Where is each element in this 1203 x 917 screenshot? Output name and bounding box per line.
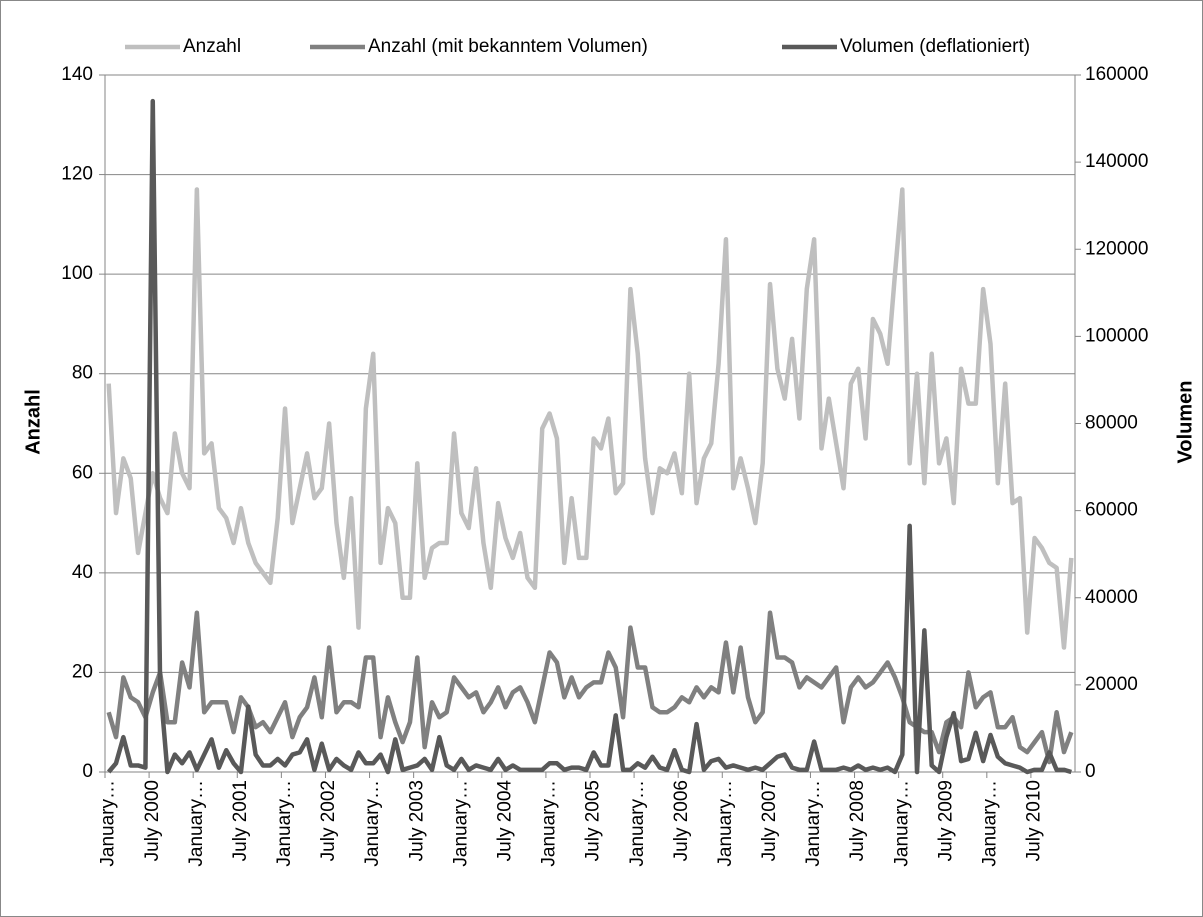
x-tick-label: January…	[891, 780, 912, 867]
x-tick-label: July 2009	[935, 780, 956, 861]
y2-tick-label: 100000	[1085, 325, 1148, 346]
y-tick-label: 60	[72, 462, 93, 483]
x-tick-label: January…	[715, 780, 736, 867]
x-tick-label: July 2002	[318, 780, 339, 861]
y2-axis-title: Volumen	[1174, 381, 1196, 464]
y-tick-label: 20	[72, 661, 93, 682]
x-tick-label: July 2008	[847, 780, 868, 861]
x-tick-label: January…	[274, 780, 295, 867]
y-tick-label: 0	[82, 761, 93, 782]
series-line	[106, 610, 1074, 765]
x-tick-label: July 2005	[583, 780, 604, 861]
y2-tick-label: 160000	[1085, 64, 1148, 85]
series-line	[106, 187, 1074, 650]
y2-tick-label: 140000	[1085, 151, 1148, 172]
x-tick-label: January…	[186, 780, 207, 867]
y-tick-label: 80	[72, 363, 93, 384]
y2-tick-label: 20000	[1085, 674, 1138, 695]
x-tick-label: January…	[627, 780, 648, 867]
x-tick-label: January…	[539, 780, 560, 867]
x-tick-label: July 2004	[495, 780, 516, 862]
legend-label: Anzahl	[183, 36, 241, 57]
y2-tick-label: 40000	[1085, 587, 1138, 608]
x-tick-label: July 2001	[230, 780, 251, 861]
y-axis-title: Anzahl	[22, 389, 44, 455]
y-tick-label: 120	[61, 164, 93, 185]
y2-tick-label: 80000	[1085, 413, 1138, 434]
x-tick-label: July 2000	[142, 780, 163, 861]
x-tick-label: January…	[803, 780, 824, 867]
y2-tick-label: 120000	[1085, 238, 1148, 259]
x-tick-label: July 2007	[759, 780, 780, 861]
y-tick-label: 140	[61, 64, 93, 85]
x-tick-label: January…	[98, 780, 119, 867]
y2-tick-label: 0	[1085, 761, 1096, 782]
y-tick-label: 100	[61, 263, 93, 284]
x-tick-label: July 2010	[1024, 780, 1045, 861]
x-tick-label: January…	[450, 780, 471, 867]
x-tick-label: January…	[362, 780, 383, 867]
legend-label: Anzahl (mit bekanntem Volumen)	[368, 36, 648, 57]
series-line	[106, 98, 1072, 775]
legend-label: Volumen (deflationiert)	[840, 36, 1030, 57]
x-tick-label: January…	[980, 780, 1001, 867]
y2-tick-label: 60000	[1085, 500, 1138, 521]
x-tick-label: July 2003	[406, 780, 427, 861]
x-tick-label: July 2006	[671, 780, 692, 861]
y-tick-label: 40	[72, 562, 93, 583]
